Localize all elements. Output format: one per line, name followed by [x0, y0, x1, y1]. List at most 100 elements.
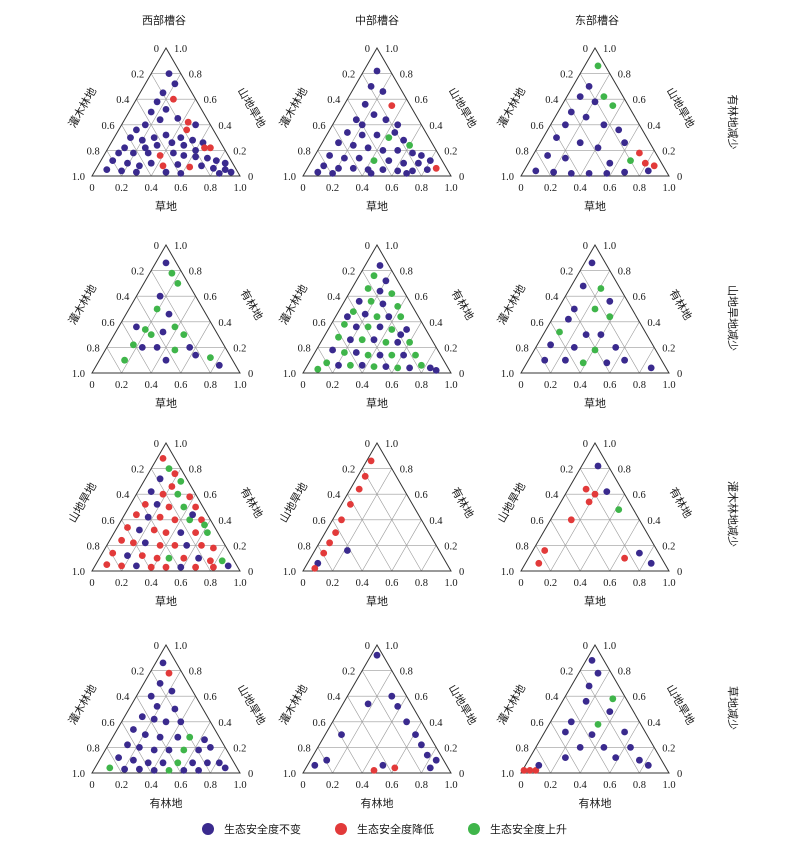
axis-label-bottom: 草地: [155, 595, 177, 608]
data-point-increase: [165, 767, 173, 774]
tick-label-left: 0.2: [131, 465, 144, 476]
tick-label-left: 0: [583, 641, 588, 652]
data-point-unchanged: [180, 141, 188, 149]
tick-label-right: 0: [248, 369, 253, 380]
tick-label-bottom: 0.2: [115, 578, 128, 589]
data-point-increase: [121, 356, 128, 364]
tick-label-bottom: 0: [300, 183, 305, 194]
data-point-unchanged: [358, 361, 366, 369]
tick-label-right: 0.2: [662, 743, 675, 754]
data-point-increase: [591, 305, 599, 313]
data-point-unchanged: [150, 134, 158, 142]
tick-label-right: 0.2: [444, 343, 457, 354]
tick-label-left: 1.0: [72, 769, 85, 780]
row-label-grass: 草地减少: [726, 686, 739, 730]
data-point-unchanged: [210, 164, 217, 172]
data-point-unchanged: [367, 83, 375, 90]
tick-label-left: 0.4: [545, 95, 559, 106]
data-point-decrease: [192, 563, 200, 571]
grid-line: [579, 696, 625, 774]
data-point-unchanged: [150, 767, 158, 774]
axis-label-right: 山地旱地: [235, 85, 268, 130]
tick-label-left: 0.2: [560, 667, 573, 678]
data-point-unchanged: [373, 651, 381, 659]
tick-label-right: 1.0: [603, 439, 616, 450]
tick-label-left: 1.0: [72, 172, 85, 183]
tick-label-right: 1.0: [385, 439, 398, 450]
tick-label-left: 0.6: [312, 516, 325, 527]
data-point-decrease: [170, 95, 177, 103]
tick-label-left: 0.4: [545, 692, 559, 703]
data-point-unchanged: [644, 167, 652, 175]
data-point-decrease: [162, 563, 170, 571]
tick-label-bottom: 0: [300, 380, 305, 391]
tick-label-right: 0.8: [400, 667, 413, 678]
tick-label-bottom: 0.6: [174, 380, 187, 391]
tick-label-right: 0.2: [233, 146, 246, 157]
data-point-unchanged: [621, 139, 628, 147]
data-point-increase: [382, 338, 390, 346]
data-point-unchanged: [150, 746, 158, 754]
grid-line: [391, 721, 422, 774]
data-point-increase: [180, 503, 188, 511]
data-point-unchanged: [153, 98, 161, 106]
data-point-decrease: [165, 503, 173, 511]
tick-label-left: 0.6: [101, 516, 114, 527]
data-point-unchanged: [562, 121, 569, 129]
column-header-central: 中部槽谷: [355, 13, 399, 27]
grid-line: [639, 545, 655, 572]
data-point-increase: [314, 365, 322, 373]
data-point-increase: [385, 134, 393, 142]
tick-label-right: 1.0: [385, 44, 398, 55]
grid-line: [361, 99, 407, 177]
data-point-decrease: [370, 767, 378, 774]
axis-label-bottom: 草地: [155, 397, 177, 410]
data-point-increase: [370, 272, 378, 280]
data-point-unchanged: [603, 359, 611, 367]
ternary-panel-2-0: 01.01.00.20.80.80.40.60.60.60.40.40.80.2…: [66, 439, 266, 608]
data-point-unchanged: [177, 529, 185, 536]
tick-label-right: 0.8: [189, 267, 202, 278]
data-point-unchanged: [585, 682, 593, 690]
tick-label-right: 0.8: [618, 667, 631, 678]
data-point-increase: [186, 516, 194, 524]
data-point-decrease: [388, 102, 396, 109]
data-point-unchanged: [136, 526, 143, 534]
data-point-unchanged: [565, 315, 572, 323]
tick-label-left: 0.8: [87, 541, 100, 552]
data-point-decrease: [210, 544, 217, 552]
data-point-unchanged: [165, 746, 173, 754]
data-point-unchanged: [576, 139, 584, 147]
ternary-panel-0-1: 01.01.00.20.80.80.40.60.60.60.40.40.80.2…: [276, 44, 479, 213]
data-point-unchanged: [600, 121, 608, 129]
tick-label-right: 0.6: [415, 490, 428, 501]
tick-label-right: 0.6: [204, 292, 217, 303]
data-point-unchanged: [227, 168, 235, 176]
grid-line: [550, 321, 581, 374]
tick-label-bottom: 0.8: [204, 183, 217, 194]
tick-label-right: 0.4: [429, 318, 443, 329]
tick-label-left: 0.2: [560, 70, 573, 81]
data-point-unchanged: [562, 154, 569, 162]
tick-label-right: 0.2: [662, 343, 675, 354]
data-point-unchanged: [570, 305, 578, 313]
grid-line: [550, 519, 581, 572]
grid-line: [347, 99, 393, 177]
data-point-unchanged: [156, 733, 164, 741]
tick-label-bottom: 0: [300, 780, 305, 791]
tick-label-bottom: 0: [300, 578, 305, 589]
data-point-unchanged: [177, 563, 185, 571]
tick-label-bottom: 0.2: [544, 578, 557, 589]
grid-line: [550, 124, 581, 177]
axis-label-left: 灌木林地: [276, 682, 310, 727]
data-point-unchanged: [415, 159, 422, 167]
data-point-decrease: [147, 563, 155, 571]
grid-line: [180, 519, 211, 572]
legend-label-unchanged: 生态安全度不变: [224, 822, 301, 836]
tick-label-bottom: 0.6: [603, 183, 616, 194]
tick-label-right: 0.6: [415, 292, 428, 303]
data-point-unchanged: [358, 131, 366, 139]
data-point-unchanged: [215, 170, 223, 177]
data-point-increase: [615, 506, 623, 513]
data-point-decrease: [355, 485, 363, 493]
